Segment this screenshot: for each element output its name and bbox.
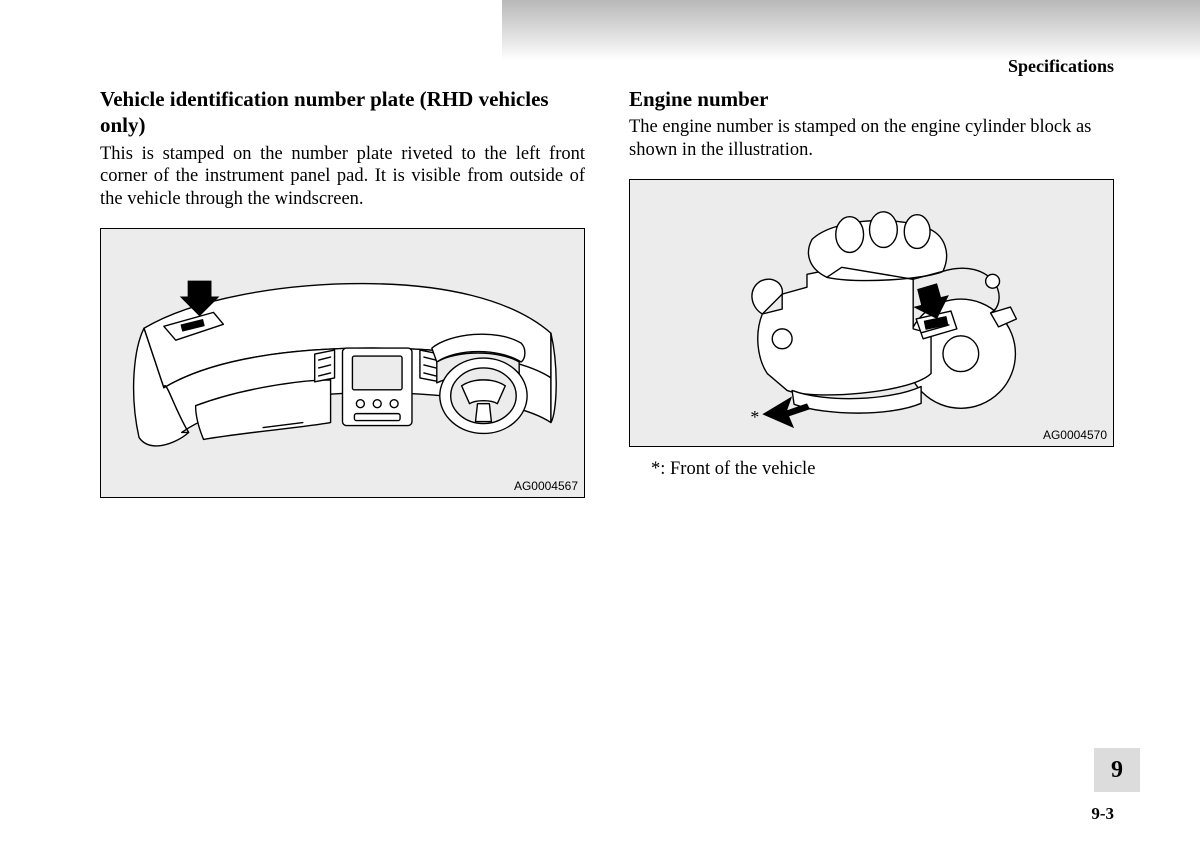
- figure-code: AG0004570: [1043, 428, 1107, 442]
- header-gradient: [502, 0, 1200, 60]
- section-tab: 9: [1094, 748, 1140, 792]
- right-column: Engine number The engine number is stamp…: [629, 86, 1114, 498]
- header-section-label: Specifications: [1008, 56, 1114, 77]
- page-number: 9-3: [1091, 804, 1114, 824]
- left-title: Vehicle identification number plate (RHD…: [100, 86, 585, 139]
- manual-page: Specifications Vehicle identification nu…: [0, 0, 1200, 856]
- right-title: Engine number: [629, 86, 1114, 112]
- left-body: This is stamped on the number plate rive…: [100, 143, 585, 211]
- figure-legend: *: Front of the vehicle: [651, 459, 1114, 480]
- content-columns: Vehicle identification number plate (RHD…: [100, 86, 1114, 498]
- asterisk-marker: *: [750, 408, 759, 428]
- dashboard-illustration: [101, 229, 584, 497]
- figure-engine: * AG0004570: [629, 179, 1114, 447]
- left-column: Vehicle identification number plate (RHD…: [100, 86, 585, 498]
- figure-dashboard: AG0004567: [100, 228, 585, 498]
- right-body: The engine number is stamped on the engi…: [629, 116, 1114, 161]
- engine-illustration: *: [630, 180, 1113, 446]
- figure-code: AG0004567: [514, 479, 578, 493]
- section-number: 9: [1111, 757, 1123, 784]
